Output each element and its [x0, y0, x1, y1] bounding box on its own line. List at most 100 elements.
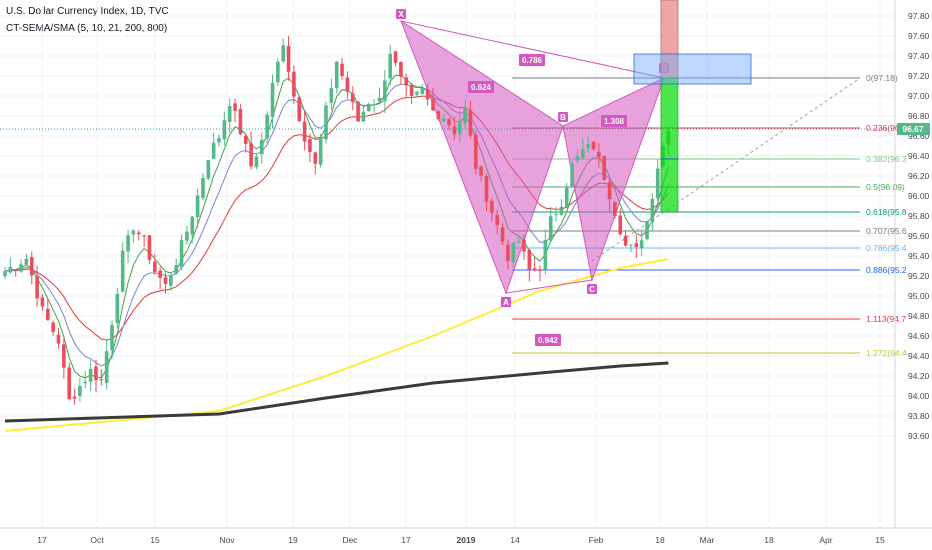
candle-body	[468, 110, 473, 136]
candle	[99, 369, 104, 386]
candle-body	[623, 235, 628, 246]
time-tick-label: 18	[655, 535, 665, 545]
candle-body	[147, 235, 152, 260]
candle-body	[564, 187, 569, 208]
candle-body	[516, 241, 521, 243]
target-box[interactable]	[660, 77, 679, 213]
candle-body	[110, 324, 114, 351]
price-tick-label: 95.80	[908, 211, 930, 221]
candle-body	[597, 152, 601, 158]
candle	[613, 201, 617, 219]
candle	[281, 38, 285, 63]
price-tick-label: 94.00	[908, 391, 930, 401]
candle-body	[62, 344, 66, 368]
candle-body	[3, 271, 7, 277]
candle	[302, 110, 307, 151]
candle-body	[495, 215, 499, 225]
price-tick-label: 97.80	[908, 11, 930, 21]
candle	[629, 244, 633, 253]
price-tick-label: 96.20	[908, 171, 930, 181]
pattern-point-b[interactable]: B	[558, 112, 568, 122]
candle-body	[35, 276, 39, 299]
candle	[581, 137, 585, 161]
price-tick-label: 97.40	[908, 51, 930, 61]
candle-body	[67, 367, 71, 400]
pattern-point-c[interactable]: C	[587, 284, 597, 294]
candle	[318, 133, 323, 168]
candle-body	[115, 293, 120, 324]
pattern-xab-triangle[interactable]	[399, 19, 564, 295]
candle	[8, 257, 13, 274]
pattern-ratio-label: 1.308	[604, 117, 625, 126]
trade-overlay[interactable]	[0, 0, 895, 213]
candle-body	[46, 308, 50, 320]
prz-zone[interactable]	[633, 53, 752, 85]
candle	[3, 266, 7, 279]
candle	[185, 225, 189, 245]
pattern-ratio[interactable]: 0.942	[535, 334, 561, 346]
price-tick-label: 96.80	[908, 111, 930, 121]
price-tick-label: 95.60	[908, 231, 930, 241]
candle	[142, 235, 146, 248]
pattern-ratio[interactable]: 0.624	[468, 81, 494, 93]
pattern-ratio[interactable]: 1.308	[601, 115, 627, 127]
candle-body	[393, 51, 398, 63]
candle-body	[195, 195, 200, 217]
price-tick-label: 96.00	[908, 191, 930, 201]
candle-body	[174, 264, 178, 274]
time-axis[interactable]: 17 Oct 15 Nov 19 Dec 17 2019 14 Feb 18 Mar 18 Apr 15	[0, 527, 932, 545]
candle-body	[586, 144, 590, 148]
candle	[136, 230, 141, 241]
candle-body	[308, 138, 312, 153]
candle	[222, 111, 227, 146]
candle-body	[136, 232, 141, 235]
candle	[377, 87, 382, 104]
time-tick-label: Oct	[90, 535, 104, 545]
candle-body	[13, 269, 18, 271]
last-price-badge[interactable]: 96.67	[897, 123, 930, 135]
candle	[650, 192, 655, 232]
time-tick-label: 15	[150, 535, 160, 545]
candle	[404, 73, 409, 97]
candle	[516, 234, 521, 244]
candle	[13, 269, 18, 277]
pattern-ratio-badge	[535, 334, 561, 346]
fib-label: 0.5(96.09)	[866, 182, 905, 192]
fib-level: 0.886(95.2	[512, 265, 907, 275]
candle	[495, 209, 499, 235]
price-axis[interactable]: 97.80 97.60 97.40 97.20 97.00 96.80 96.60 96.40…	[894, 0, 930, 528]
candle	[308, 133, 312, 163]
candle	[548, 206, 553, 243]
candle	[431, 87, 435, 112]
candle	[206, 159, 211, 181]
candle	[452, 116, 457, 140]
candle	[618, 208, 623, 236]
candle	[51, 320, 55, 336]
pattern-bcd-triangle[interactable]	[562, 77, 665, 282]
candle-body	[607, 181, 612, 200]
candle	[623, 230, 628, 247]
candle	[243, 134, 248, 153]
indicator-label[interactable]: CT-SEMA/SMA (5, 10, 21, 200, 800)	[6, 23, 168, 34]
pattern-point-label: X	[398, 10, 404, 19]
candle-body	[350, 93, 355, 102]
candle-body	[570, 163, 574, 188]
candle-body	[233, 103, 237, 111]
fib-label: 0.786(95.4	[866, 243, 907, 253]
candle-body	[313, 152, 318, 164]
price-tick-label: 96.40	[908, 151, 930, 161]
pattern-ratio[interactable]: 0.786	[519, 54, 545, 66]
time-tick-label: 14	[510, 535, 520, 545]
pattern-point-a[interactable]: A	[501, 297, 511, 307]
candle-body	[120, 250, 125, 292]
candle-body	[452, 126, 457, 135]
time-tick-label: Apr	[819, 535, 832, 545]
candle	[120, 242, 125, 293]
candle	[195, 188, 200, 228]
candle	[179, 234, 184, 270]
pattern-point-x[interactable]: X	[396, 9, 406, 19]
last-price-badge-bg	[897, 123, 930, 135]
candle-body	[185, 231, 189, 241]
